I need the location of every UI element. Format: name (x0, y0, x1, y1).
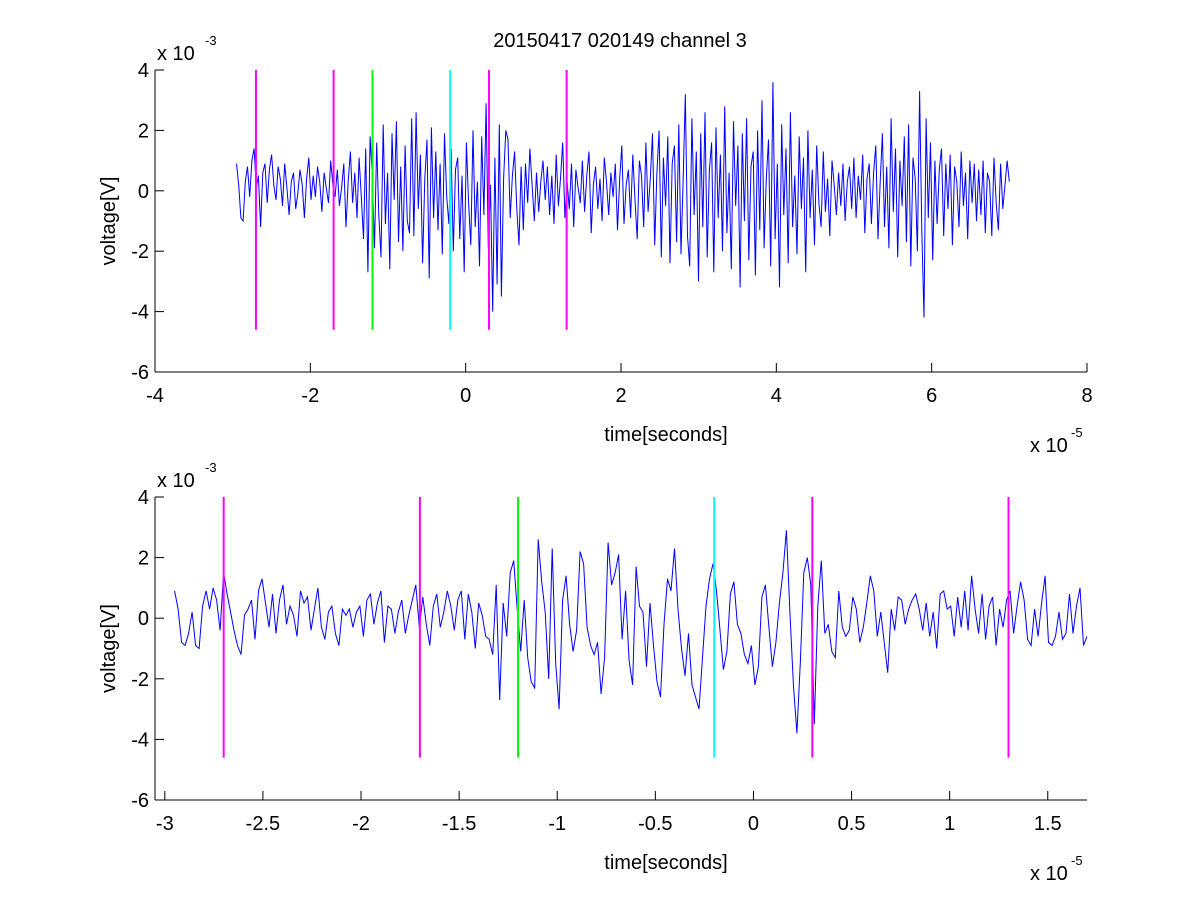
y-tick-label: -2 (131, 241, 149, 263)
x-exponent-superscript: -5 (1071, 853, 1083, 868)
x-axis-title: time[seconds] (604, 852, 727, 874)
y-tick-label: 0 (138, 181, 149, 203)
x-exponent-superscript: -5 (1071, 425, 1083, 440)
x-tick-label: -2.5 (246, 813, 280, 835)
y-tick-label: -6 (131, 790, 149, 812)
x-tick-label: 2 (615, 385, 626, 407)
top-subplot: -4 -2 0 2 4 6 8-6-4-2024time[seconds]voltage[V… (98, 33, 1093, 457)
x-exponent-label: x 10 (1030, 435, 1068, 457)
y-exponent-superscript: -3 (205, 460, 217, 475)
x-exponent-label: x 10 (1030, 863, 1068, 885)
y-tick-label: -2 (131, 669, 149, 691)
x-tick-label: -1.5 (442, 813, 476, 835)
voltage-trace (236, 82, 1010, 318)
x-tick-label: 1.5 (1034, 813, 1062, 835)
y-tick-label: -6 (131, 362, 149, 384)
y-tick-label: 0 (138, 608, 149, 630)
y-tick-label: 2 (138, 548, 149, 570)
y-exponent-superscript: -3 (205, 33, 217, 48)
x-axis-title: time[seconds] (604, 424, 727, 446)
y-axis-title: voltage[V] (98, 177, 120, 266)
y-tick-label: 4 (138, 487, 149, 509)
x-tick-label: -2 (301, 385, 319, 407)
y-exponent-label: x 10 (157, 470, 195, 492)
y-axis-title: voltage[V] (98, 604, 120, 693)
x-tick-label: 0 (748, 813, 759, 835)
x-tick-label: -1 (548, 813, 566, 835)
figure-title: 20150417 020149 channel 3 (493, 30, 747, 52)
y-tick-label: 4 (138, 60, 149, 82)
voltage-trace (174, 530, 1088, 734)
x-tick-label: 4 (771, 385, 782, 407)
y-tick-label: 2 (138, 120, 149, 142)
x-tick-label: 0.5 (838, 813, 866, 835)
x-tick-label: 1 (944, 813, 955, 835)
y-exponent-label: x 10 (157, 43, 195, 65)
x-tick-label: -2 (352, 813, 370, 835)
x-tick-label: -4 (146, 385, 164, 407)
x-tick-label: 0 (460, 385, 471, 407)
y-tick-label: -4 (131, 729, 149, 751)
x-tick-label: 8 (1081, 385, 1092, 407)
y-tick-label: -4 (131, 302, 149, 324)
x-tick-label: -3 (156, 813, 174, 835)
x-tick-label: -0.5 (638, 813, 672, 835)
bottom-subplot: -3 -2.5 -2 -1.5 -1 -0.5 0 0.5 1 1.5 -6 -4 -2 0 2 4 time[… (98, 460, 1088, 885)
x-tick-label: 6 (926, 385, 937, 407)
